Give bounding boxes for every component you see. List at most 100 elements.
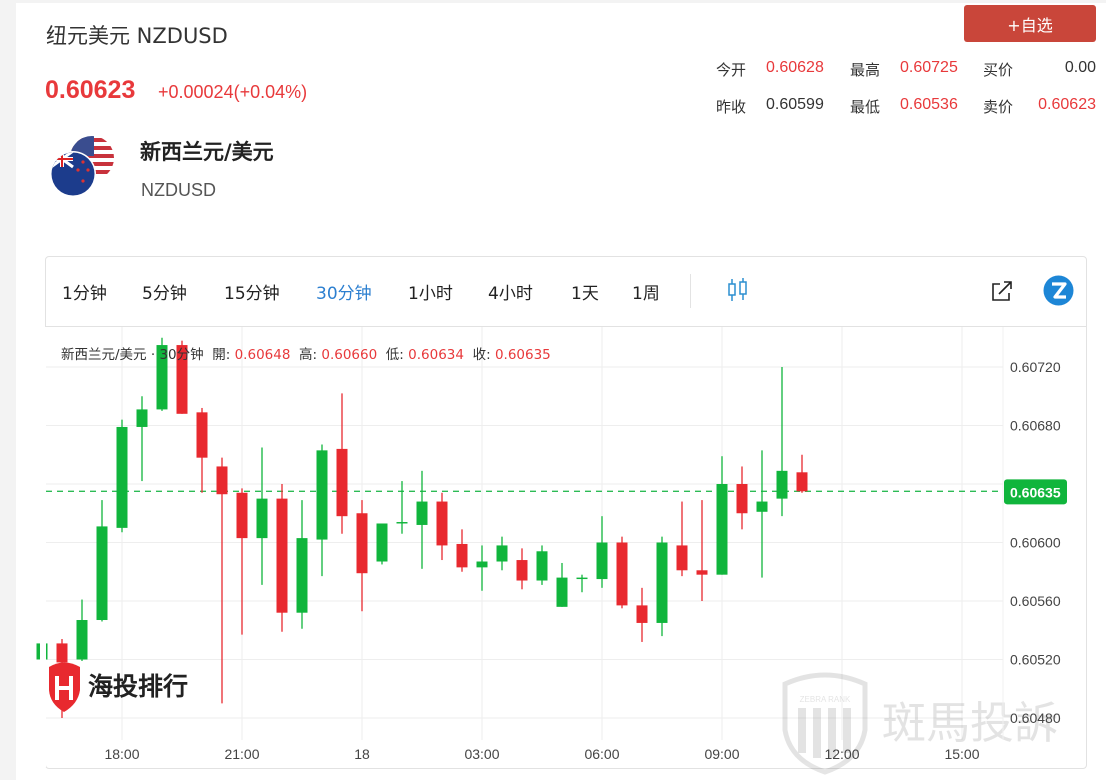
stat-label: 买价: [983, 61, 1014, 79]
candle[interactable]: [516, 548, 528, 590]
timeframe-tab[interactable]: 1小时: [408, 284, 453, 304]
timeframe-tab[interactable]: 1分钟: [62, 284, 107, 304]
candles: [36, 337, 808, 718]
stat-label: 昨收: [716, 98, 747, 116]
timeframe-tab[interactable]: 5分钟: [142, 284, 187, 304]
candle[interactable]: [456, 529, 468, 572]
candle-body: [796, 472, 808, 492]
candle-body: [116, 426, 128, 528]
candle-body: [556, 577, 568, 607]
candle[interactable]: [296, 500, 308, 629]
page-title: 纽元美元 NZDUSD: [46, 24, 228, 48]
x-tick-label: 09:00: [704, 746, 739, 762]
candle[interactable]: [656, 536, 668, 637]
x-tick-label: 18: [354, 746, 370, 762]
candle-body: [676, 545, 688, 571]
candle[interactable]: [96, 500, 108, 622]
candle[interactable]: [616, 536, 628, 609]
candle[interactable]: [716, 456, 728, 575]
last-price-tag-bg: [1004, 479, 1067, 505]
legend-high: 0.60660: [321, 347, 378, 363]
legend-symbol: 新西兰元/美元: [61, 347, 147, 363]
add-to-watchlist-button[interactable]: +自选: [964, 5, 1096, 42]
candle[interactable]: [396, 481, 408, 534]
candle[interactable]: [196, 407, 208, 493]
chart-legend: 新西兰元/美元 · 30分钟 開: 0.60648 高: 0.60660 低: …: [61, 343, 551, 363]
y-tick-label: 0.60560: [1010, 593, 1061, 609]
candle[interactable]: [476, 545, 488, 591]
candle-body: [256, 498, 268, 539]
haitou-logo: 海投排行: [49, 662, 188, 712]
candle[interactable]: [236, 488, 248, 635]
candle-body: [396, 522, 408, 524]
candle[interactable]: [796, 454, 808, 493]
candle[interactable]: [556, 562, 568, 607]
candle-body: [216, 466, 228, 495]
candle[interactable]: [156, 337, 168, 411]
time-axis: 18:00 21:00 18 03:00 06:00 09:00 12:00 15:00: [104, 746, 979, 762]
candle[interactable]: [536, 545, 548, 585]
timeframe-tab[interactable]: 1周: [632, 284, 660, 304]
candle-body: [356, 513, 368, 574]
stat-value: 0.60725: [900, 59, 958, 76]
candle[interactable]: [176, 340, 188, 414]
candle-body: [96, 526, 108, 621]
candle[interactable]: [336, 393, 348, 534]
candle[interactable]: [136, 396, 148, 482]
candle-body: [636, 605, 648, 623]
timeframe-tab[interactable]: 4小时: [488, 284, 533, 304]
candle[interactable]: [776, 367, 788, 517]
x-tick-label: 15:00: [944, 746, 979, 762]
candle-body: [476, 561, 488, 568]
candle[interactable]: [576, 574, 588, 593]
external-link-icon[interactable]: [991, 280, 1013, 302]
candle[interactable]: [596, 516, 608, 588]
zebra-watermark: ZEBRA RANK 斑馬投訴: [782, 672, 1058, 775]
x-tick-label: 06:00: [584, 746, 619, 762]
candle[interactable]: [736, 466, 748, 530]
timeframe-tab[interactable]: 30分钟: [316, 284, 372, 304]
candle-body: [196, 412, 208, 458]
candle-body: [596, 542, 608, 580]
candle[interactable]: [316, 444, 328, 577]
candle[interactable]: [676, 501, 688, 577]
candle[interactable]: [696, 500, 708, 601]
timeframe-tab[interactable]: 15分钟: [224, 284, 280, 304]
candle[interactable]: [216, 457, 228, 704]
candle[interactable]: [636, 587, 648, 642]
candle-body: [616, 542, 628, 606]
stat-label: 卖价: [983, 98, 1014, 116]
timeframe-tab[interactable]: 1天: [571, 284, 599, 304]
candle[interactable]: [76, 599, 88, 661]
candle[interactable]: [376, 523, 388, 565]
candle[interactable]: [416, 470, 428, 569]
candle-body: [436, 501, 448, 546]
candle-body: [776, 470, 788, 499]
page-top-border: [0, 0, 1106, 3]
stat-value: 0.60628: [766, 59, 824, 76]
candle-body: [516, 560, 528, 581]
candle[interactable]: [756, 450, 768, 578]
stat-label: 今开: [716, 61, 747, 79]
pair-name: 新西兰元/美元: [140, 140, 274, 164]
page-gutter: [0, 0, 16, 780]
stat-value: 0.60536: [900, 96, 958, 113]
candle-body: [656, 542, 668, 623]
toolbar-separator: [690, 274, 691, 308]
candle-body: [576, 577, 588, 580]
candle[interactable]: [496, 536, 508, 571]
legend-close-label: 收:: [472, 347, 491, 363]
candle[interactable]: [116, 419, 128, 533]
candle[interactable]: [256, 447, 268, 585]
zebra-logo-icon[interactable]: [1043, 275, 1074, 306]
candle[interactable]: [436, 492, 448, 561]
candle[interactable]: [276, 484, 288, 632]
candle-body: [236, 492, 248, 539]
candlestick-icon[interactable]: [726, 277, 750, 303]
legend-dot: ·: [150, 347, 160, 363]
candle[interactable]: [356, 500, 368, 612]
x-tick-label: 12:00: [824, 746, 859, 762]
y-tick-label: 0.60720: [1010, 359, 1061, 375]
x-tick-label: 03:00: [464, 746, 499, 762]
